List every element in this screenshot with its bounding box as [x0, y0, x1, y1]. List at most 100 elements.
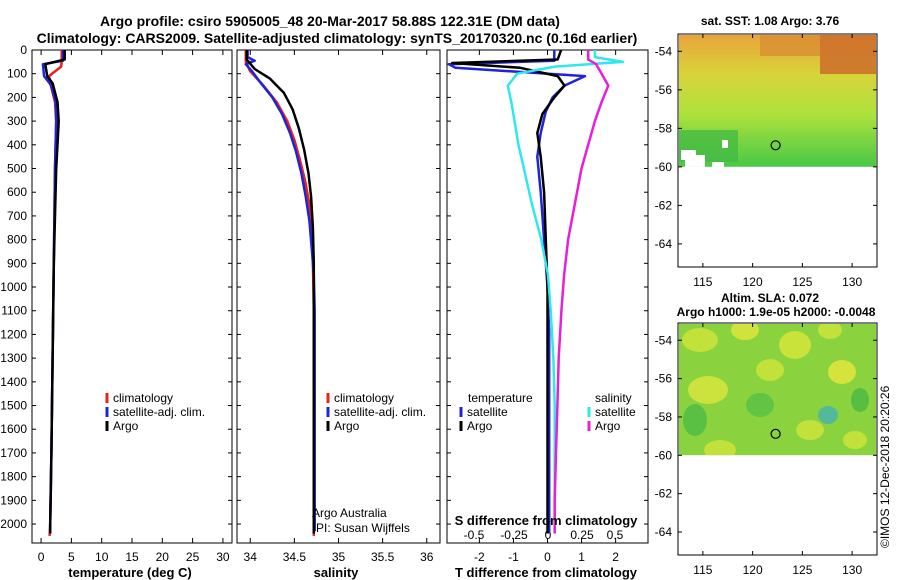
- map-y-tick-label: -54: [655, 44, 673, 58]
- depth-tick-label: 900: [7, 256, 27, 270]
- sst-map-title: sat. SST: 1.08 Argo: 3.76: [701, 14, 840, 28]
- x-tick-label: 20: [156, 550, 170, 564]
- map-x-tick-label: 130: [842, 275, 862, 289]
- temperature-legend-item: satellite-adj. clim.: [113, 405, 205, 419]
- salinity-xlabel: salinity: [314, 565, 360, 580]
- depth-tick-label: 500: [7, 162, 27, 176]
- header-line-1: Argo profile: csiro 5905005_48 20-Mar-20…: [100, 13, 560, 29]
- series-line-argo: [44, 50, 66, 534]
- axes: 0100200300400500600700800900100011001200…: [0, 43, 648, 564]
- map-x-tick-label: 130: [842, 563, 862, 577]
- depth-tick-label: 1100: [1, 304, 27, 318]
- series-line-climatology: [244, 50, 316, 536]
- profile-lines: [41, 49, 625, 536]
- depth-tick-label: 300: [7, 114, 27, 128]
- series-line-argo: [245, 50, 316, 534]
- depth-tick-label: 400: [7, 138, 27, 152]
- s-difference-label: S difference from climatology: [455, 513, 639, 528]
- map-y-tick-label: -58: [655, 121, 673, 135]
- series-line-satellite-adj-clim-: [244, 50, 316, 532]
- t-difference-xlabel: T difference from climatology: [455, 565, 638, 580]
- map-x-tick-label: 120: [743, 275, 763, 289]
- x-tick-label: 1: [578, 550, 585, 564]
- imos-credit: ©IMOS 12-Dec-2018 20:20:26: [878, 385, 892, 548]
- sst-map-field: [679, 35, 876, 167]
- depth-tick-label: 100: [7, 67, 27, 81]
- s-diff-tick-label: 0.25: [570, 528, 594, 542]
- depth-tick-label: 1400: [0, 375, 27, 389]
- sla-map-subtitle: Argo h1000: 1.9e-05 h2000: -0.0048: [677, 305, 876, 319]
- pi-label: PI: Susan Wijffels: [316, 521, 410, 535]
- depth-tick-label: 1300: [0, 351, 27, 365]
- x-tick-label: 0: [544, 550, 551, 564]
- sla-map-field: [679, 324, 876, 456]
- sla-map-title: Altim. SLA: 0.072: [721, 291, 819, 305]
- map-y-tick-label: -58: [655, 410, 673, 424]
- diff-legend-item: satellite: [595, 405, 636, 419]
- map-x-tick-label: 115: [693, 563, 712, 577]
- depth-tick-label: 1200: [0, 327, 27, 341]
- map-y-tick-label: -64: [655, 237, 673, 251]
- legend-temperature-title: temperature: [468, 391, 533, 405]
- x-tick-label: -2: [474, 550, 485, 564]
- diff-legend-item: Argo: [595, 419, 621, 433]
- depth-tick-label: 1600: [0, 422, 27, 436]
- depth-tick-label: 700: [7, 209, 27, 223]
- x-tick-label: -1: [508, 550, 519, 564]
- x-tick-label: 35.5: [371, 550, 395, 564]
- salinity-panel-frame: [236, 49, 441, 544]
- depth-tick-label: 800: [7, 233, 27, 247]
- series-line-salinity-satellite: [506, 50, 625, 534]
- map-x-tick-label: 120: [743, 563, 763, 577]
- depth-tick-label: 1900: [0, 493, 27, 507]
- x-tick-label: 35: [332, 550, 346, 564]
- x-tick-label: 2: [612, 550, 619, 564]
- map-y-tick-label: -64: [655, 525, 673, 539]
- salinity-legend-item: climatology: [334, 391, 394, 405]
- x-tick-label: 36: [420, 550, 434, 564]
- x-tick-label: 34: [244, 550, 258, 564]
- salinity-legend-item: Argo: [334, 419, 360, 433]
- profile-location-marker: [770, 428, 781, 439]
- profile-location-marker: [770, 140, 781, 151]
- map-y-tick-label: -60: [655, 448, 673, 462]
- x-tick-label: 15: [125, 550, 139, 564]
- map-x-tick-label: 125: [792, 275, 812, 289]
- s-diff-tick-label: -0.25: [500, 528, 528, 542]
- s-diff-tick-label: 0: [545, 528, 552, 542]
- x-tick-label: 10: [95, 550, 109, 564]
- map-y-tick-label: -56: [655, 83, 673, 97]
- series-line-salinity-argo: [553, 50, 610, 534]
- x-tick-label: 0: [38, 550, 45, 564]
- depth-tick-label: 1800: [0, 470, 27, 484]
- s-diff-tick-label: 0.5: [607, 528, 624, 542]
- argo-australia-label: Argo Australia: [312, 506, 387, 520]
- depth-tick-label: 600: [7, 185, 27, 199]
- x-tick-label: 34.5: [283, 550, 307, 564]
- temperature-legend-item: climatology: [113, 391, 173, 405]
- temperature-legend-item: Argo: [113, 419, 139, 433]
- temperature-panel-frame: [31, 49, 233, 544]
- header-line-2: Climatology: CARS2009. Satellite-adjuste…: [37, 30, 638, 46]
- s-diff-tick-label: -0.5: [464, 528, 485, 542]
- depth-tick-label: 1700: [0, 446, 27, 460]
- diff-legend-item: Argo: [467, 419, 493, 433]
- maps: 115 120 125 130 -54 -56 -58 -60 -62 -64 115 120 125 1…: [655, 33, 878, 577]
- salinity-legend-item: satellite-adj. clim.: [334, 405, 426, 419]
- map-x-tick-label: 115: [693, 275, 712, 289]
- map-y-tick-label: -62: [655, 487, 673, 501]
- x-tick-label: 5: [68, 550, 75, 564]
- x-tick-label: 25: [186, 550, 200, 564]
- depth-tick-label: 2000: [0, 517, 27, 531]
- map-y-tick-label: -56: [655, 372, 673, 386]
- depth-tick-label: 200: [7, 90, 27, 104]
- diff-legend-item: satellite: [467, 405, 508, 419]
- map-y-tick-label: -60: [655, 160, 673, 174]
- depth-tick-label: 1000: [0, 280, 27, 294]
- legend-salinity-title: salinity: [595, 391, 632, 405]
- series-line-temperature-argo: [450, 49, 566, 534]
- depth-tick-label: 0: [20, 43, 27, 57]
- temperature-xlabel: temperature (deg C): [68, 565, 192, 580]
